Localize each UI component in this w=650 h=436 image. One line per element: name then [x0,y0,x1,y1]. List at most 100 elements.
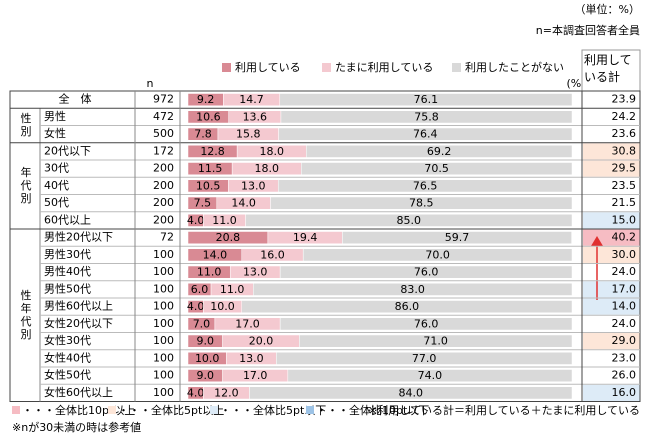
total-header-wrap: 利用している計 [584,53,632,84]
bar-label: 84.0 [398,386,423,399]
highlight-swatch [306,406,314,414]
category-label: 女性60代以上 [44,385,113,399]
n-value: 100 [153,282,174,295]
total-value: 21.5 [612,196,637,209]
total-value: 24.2 [612,110,637,123]
bar-label: 13.0 [243,266,268,279]
n-value: 172 [153,144,174,157]
bar-segment [306,145,573,158]
bar-label: 78.5 [409,197,434,210]
bar-label: 20.8 [216,231,241,244]
bar-label: 75.8 [414,110,439,123]
bar-label: 13.0 [241,179,266,192]
note: ※nが30未満の時は参考値 [12,420,141,434]
category-label: 20代以下 [44,144,91,157]
bar-label: 76.4 [413,128,438,141]
legend-label: 利用したことがない [465,60,564,74]
percent-label: (%) [566,77,585,90]
bar-segment [249,386,573,400]
bar-label: 13.6 [243,110,268,123]
total-highlight [583,160,640,177]
bar-label: 9.0 [197,335,215,348]
base-note: n=本調査回答者全員 [536,23,640,37]
n-value: 100 [153,317,174,330]
bar-label: 69.2 [427,145,452,158]
bar-label: 11.0 [197,266,222,279]
bar-segment [302,248,573,262]
highlight-label: ・・・全体比5pt以下 [220,403,326,417]
legend-swatch [222,63,231,72]
total-value: 23.9 [612,93,637,106]
category-label: 女性 [44,126,66,140]
category-label: 男性50代 [44,281,91,295]
total-value: 30.8 [612,144,637,157]
n-value: 472 [153,110,174,123]
bar-label: 18.0 [259,145,284,158]
n-value: 100 [153,265,174,278]
category-label: 男性30代 [44,247,91,261]
total-value: 23.5 [612,179,637,192]
bar-segment [270,196,573,210]
category-label: 男性20代以下 [44,230,113,244]
n-value: 200 [153,213,174,226]
unit-note: （単位：%） [575,2,640,16]
note: ※利用している計＝利用している＋たまに利用している [368,403,640,417]
bar-label: 85.0 [397,214,422,227]
bar-label: 19.4 [293,231,318,244]
bar-label: 14.7 [239,93,264,106]
bar-label: 7.5 [194,197,212,210]
bar-label: 10.0 [210,300,235,313]
total-value: 29.0 [612,334,637,347]
bar-segment [287,369,573,382]
category-label: 女性30代 [44,333,91,347]
category-label: 30代 [44,162,69,175]
arrow [591,236,603,300]
bar-label: 86.0 [395,300,420,313]
total-highlight [583,143,640,160]
n-value: 100 [153,248,174,261]
bar-label: 17.0 [235,317,260,330]
n-value: 200 [153,196,174,209]
bar-label: 13.0 [239,352,264,365]
legend-swatch [322,63,331,72]
category-label: 50代 [44,196,69,209]
legend-swatch [452,63,461,72]
bar-label: 9.0 [197,369,215,382]
arrow-head [591,236,603,246]
bar-segment [277,179,573,193]
total-value: 30.0 [612,248,637,261]
bar-segment [279,317,573,331]
bar-label: 71.0 [423,335,448,348]
bar-label: 11.0 [212,214,237,227]
bar-label: 14.0 [203,248,228,261]
n-header: n [147,77,154,90]
bar-label: 7.0 [193,317,211,330]
n-value: 100 [153,369,174,382]
bar-label: 10.0 [195,352,220,365]
total-value: 26.0 [612,369,637,382]
bar-label: 10.6 [196,110,221,123]
bar-segment [245,214,573,227]
group-label: 性年代別 [19,288,32,341]
category-label: 男性40代 [44,264,91,278]
total-highlight [583,333,640,350]
total-highlight [583,384,640,401]
category-label: 40代 [44,179,69,192]
n-value: 500 [153,127,174,140]
bar-label: 70.5 [424,162,449,175]
bar-label: 76.0 [414,266,439,279]
bar-label: 4.0 [187,214,205,227]
total-value: 40.2 [612,231,637,244]
bar-label: 70.0 [425,248,450,261]
n-value: 200 [153,179,174,192]
category-label: 女性20代以下 [44,316,113,330]
total-value: 14.0 [612,300,637,313]
bar-label: 76.0 [414,317,439,330]
bar-segment [278,127,573,141]
n-value: 100 [153,351,174,364]
highlight-swatch [108,406,116,414]
total-value: 24.0 [612,265,637,278]
group-label: 性別 [19,111,32,138]
total-value: 24.0 [612,317,637,330]
